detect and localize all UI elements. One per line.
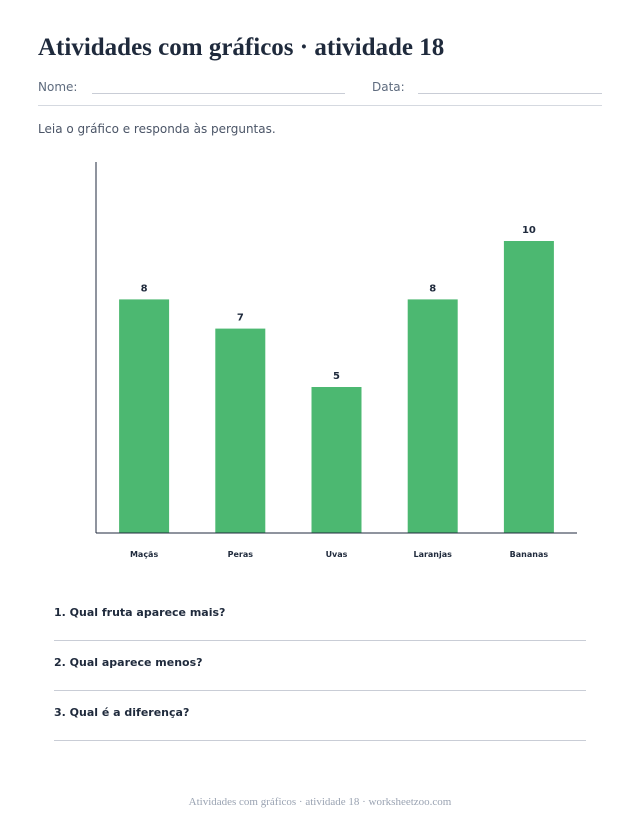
bar-2 — [311, 387, 362, 533]
x-tick-label-4: Bananas — [510, 550, 549, 559]
question-1-text: 1. Qual fruta aparece mais? — [54, 606, 226, 619]
question-2: 2. Qual aparece menos? — [54, 656, 586, 691]
bar-1 — [215, 328, 266, 533]
x-tick-label-0: Maçãs — [130, 550, 159, 559]
data-label-2: 5 — [333, 371, 340, 382]
bars-group — [119, 241, 554, 533]
data-labels-group: 8 7 5 8 10 — [141, 225, 536, 382]
data-label-0: 8 — [141, 283, 148, 294]
date-field-line[interactable] — [418, 93, 602, 94]
answer-line-3[interactable] — [54, 740, 586, 741]
bar-3 — [407, 299, 458, 533]
question-3: 3. Qual é a diferença? — [54, 706, 586, 741]
header-divider — [38, 105, 602, 106]
date-label: Data: — [372, 80, 405, 94]
answer-line-1[interactable] — [54, 640, 586, 641]
x-tick-label-1: Peras — [228, 550, 254, 559]
question-1: 1. Qual fruta aparece mais? — [54, 606, 586, 641]
student-info-row: Nome: Data: — [38, 80, 602, 96]
data-label-4: 10 — [522, 225, 536, 236]
page-footer: Atividades com gráficos · atividade 18 ·… — [188, 796, 452, 808]
page-title: Atividades com gráficos · atividade 18 — [38, 34, 445, 61]
question-2-text: 2. Qual aparece menos? — [54, 656, 203, 669]
x-tick-label-3: Laranjas — [413, 550, 452, 559]
tick-labels-group: Maçãs Peras Uvas Laranjas Bananas — [130, 550, 548, 559]
data-label-3: 8 — [429, 283, 436, 294]
instructions-text: Leia o gráfico e responda às perguntas. — [38, 122, 276, 136]
data-label-1: 7 — [237, 313, 244, 324]
answer-line-2[interactable] — [54, 690, 586, 691]
name-label: Nome: — [38, 80, 78, 94]
x-tick-label-2: Uvas — [326, 550, 348, 559]
question-3-text: 3. Qual é a diferença? — [54, 706, 190, 719]
bar-0 — [119, 299, 170, 533]
name-field-line[interactable] — [92, 93, 345, 94]
bar-4 — [503, 241, 554, 533]
